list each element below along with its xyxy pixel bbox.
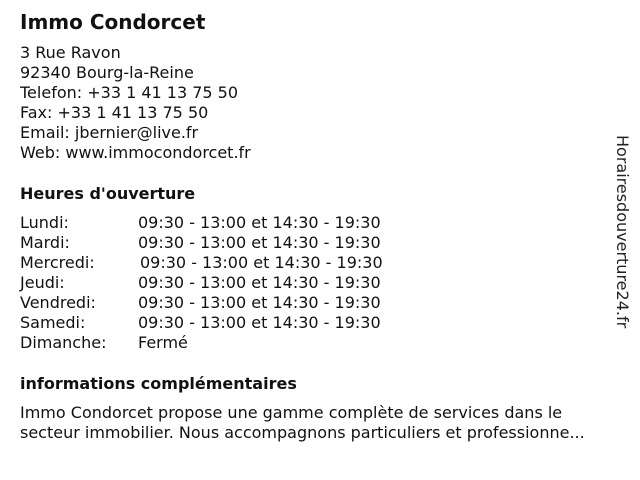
- hours-row: Samedi: 09:30 - 13:00 et 14:30 - 19:30: [20, 313, 381, 333]
- time: 09:30 - 13:00 et 14:30 - 19:30: [140, 253, 383, 272]
- address-line2: 92340 Bourg-la-Reine: [20, 63, 194, 82]
- day: Lundi:: [20, 213, 69, 232]
- time: 09:30 - 13:00 et 14:30 - 19:30: [138, 213, 381, 232]
- address-line1: 3 Rue Ravon: [20, 43, 121, 62]
- day: Dimanche:: [20, 333, 107, 352]
- day: Mercredi:: [20, 253, 95, 272]
- hours-table: Lundi: 09:30 - 13:00 et 14:30 - 19:30 Mar…: [20, 213, 383, 353]
- time: 09:30 - 13:00 et 14:30 - 19:30: [138, 313, 381, 332]
- website: Web: www.immocondorcet.fr: [20, 143, 251, 162]
- hours-row: Mardi: 09:30 - 13:00 et 14:30 - 19:30: [20, 233, 381, 253]
- time: 09:30 - 13:00 et 14:30 - 19:30: [138, 273, 381, 292]
- day: Jeudi:: [20, 273, 65, 292]
- day: Vendredi:: [20, 293, 96, 312]
- time: 09:30 - 13:00 et 14:30 - 19:30: [138, 293, 381, 312]
- info-text-line: Immo Condorcet propose une gamme complèt…: [20, 403, 563, 422]
- time: Fermé: [138, 333, 188, 352]
- info-text-line: secteur immobilier. Nous accompagnons pa…: [20, 423, 585, 442]
- contact-block: 3 Rue Ravon 92340 Bourg-la-Reine Telefon…: [20, 43, 251, 163]
- day: Samedi:: [20, 313, 86, 332]
- info-heading: informations complémentaires: [20, 374, 297, 393]
- phone: Telefon: +33 1 41 13 75 50: [20, 83, 239, 102]
- time: 09:30 - 13:00 et 14:30 - 19:30: [138, 233, 381, 252]
- hours-row: Lundi: 09:30 - 13:00 et 14:30 - 19:30: [20, 213, 381, 233]
- business-name: Immo Condorcet: [20, 10, 206, 34]
- hours-heading: Heures d'ouverture: [20, 184, 196, 203]
- email: Email: jbernier@live.fr: [20, 123, 199, 142]
- hours-row: Vendredi: 09:30 - 13:00 et 14:30 - 19:30: [20, 293, 381, 313]
- fax: Fax: +33 1 41 13 75 50: [20, 103, 209, 122]
- watermark: Horairesdouverture24.fr: [613, 135, 632, 329]
- day: Mardi:: [20, 233, 70, 252]
- hours-row: Dimanche: Fermé: [20, 333, 188, 353]
- info-text: Immo Condorcet propose une gamme complèt…: [20, 403, 632, 443]
- hours-row: Jeudi: 09:30 - 13:00 et 14:30 - 19:30: [20, 273, 381, 293]
- hours-row: Mercredi: 09:30 - 13:00 et 14:30 - 19:30: [20, 253, 383, 273]
